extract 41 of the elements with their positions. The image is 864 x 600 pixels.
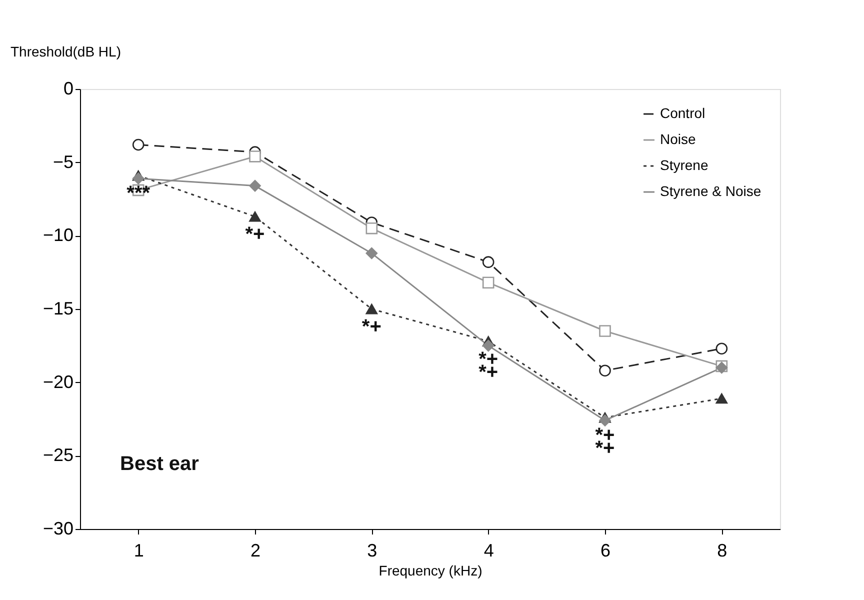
y-tick-label: −5: [52, 152, 74, 172]
point: [482, 340, 494, 352]
point: [249, 150, 261, 162]
annotation: *+ *+: [478, 348, 498, 384]
x-axis-title: Frequency (kHz): [378, 562, 482, 578]
annotation: Best ear: [120, 453, 200, 475]
annotation: *+ *+: [595, 424, 615, 460]
legend-label: Styrene: [660, 157, 708, 173]
point: [366, 304, 378, 314]
point: [249, 211, 261, 222]
y-tick-label: −25: [42, 445, 74, 466]
point: [366, 222, 378, 234]
annotation: ***: [126, 182, 150, 205]
x-tick-label: 2: [250, 540, 261, 560]
x-tick-label: 4: [484, 540, 494, 560]
y-tick-label: −15: [42, 298, 74, 318]
annotation: *+: [362, 316, 382, 338]
point: [599, 414, 611, 426]
point: [366, 247, 378, 260]
point: [132, 138, 144, 151]
point: [249, 180, 261, 192]
point: [482, 276, 494, 288]
y-tick-label: −10: [42, 225, 74, 246]
y-tick-label: 0: [63, 78, 74, 98]
legend-label: Noise: [660, 131, 696, 147]
annotation: *+: [245, 224, 265, 246]
point: [716, 393, 728, 404]
point: [599, 325, 611, 337]
x-tick-label: 6: [600, 540, 611, 560]
point: [599, 364, 611, 376]
y-axis-title: Threshold(dB HL): [10, 44, 121, 60]
point: [716, 342, 728, 354]
point: [132, 172, 144, 184]
point: [482, 256, 494, 268]
legend-label: Control: [660, 105, 706, 121]
x-tick-label: 3: [367, 540, 378, 560]
legend-label: Styrene & Noise: [660, 183, 762, 199]
y-tick-label: −20: [42, 372, 74, 392]
x-tick-label: 1: [134, 540, 144, 560]
y-tick-label: −30: [42, 518, 74, 538]
x-tick-label: 8: [717, 540, 728, 560]
